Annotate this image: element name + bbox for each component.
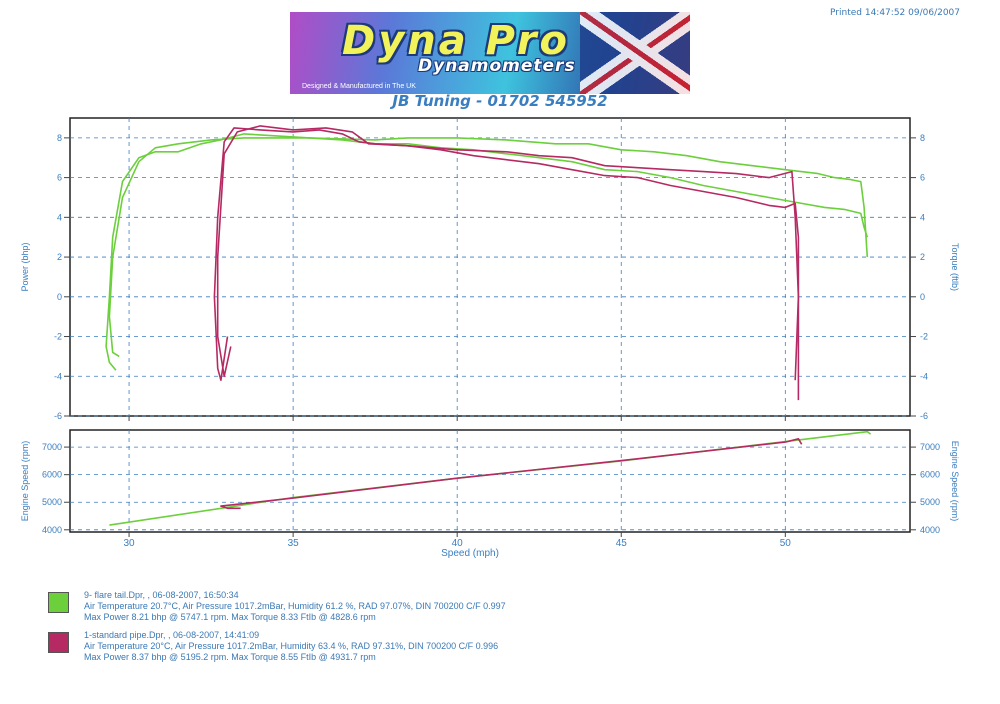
tuner-contact: JB Tuning - 01702 545952 (392, 92, 608, 110)
y-tick-label: 0 (57, 292, 62, 302)
legend-swatch-red (48, 632, 69, 653)
y2-tick-label: 4000 (920, 525, 940, 535)
union-flag-graphic (580, 12, 690, 94)
y-tick-label: 6000 (42, 470, 62, 480)
y2-axis-label: Torque (ftlb) (950, 243, 960, 291)
legend-conditions: Air Temperature 20.7°C, Air Pressure 101… (84, 601, 506, 611)
y2-tick-label: 8 (920, 133, 925, 143)
dynapro-logo: Dyna Pro Dynamometers Designed & Manufac… (290, 12, 690, 94)
x-tick-label: 50 (780, 538, 792, 549)
x-tick-label: 45 (616, 538, 628, 549)
y-tick-label: 6 (57, 173, 62, 183)
y2-tick-label: 5000 (920, 497, 940, 507)
y-axis-label: Engine Speed (rpm) (20, 441, 30, 522)
series-line-torque (108, 137, 869, 358)
y-tick-label: -2 (54, 332, 62, 342)
legend-max-values: Max Power 8.21 bhp @ 5747.1 rpm. Max Tor… (84, 612, 376, 622)
y2-tick-label: 2 (920, 252, 925, 262)
legend-conditions: Air Temperature 20°C, Air Pressure 1017.… (84, 641, 499, 651)
y-tick-label: 7000 (42, 442, 62, 452)
y-tick-label: -6 (54, 411, 62, 421)
y-tick-label: 8 (57, 133, 62, 143)
series-line-power (213, 127, 800, 382)
legend-run-header: 9- flare tail.Dpr, , 06-08-2007, 16:50:3… (84, 590, 239, 600)
y-tick-label: 4000 (42, 525, 62, 535)
y2-tick-label: 4 (920, 212, 925, 222)
y2-tick-label: -6 (920, 411, 928, 421)
legend-max-values: Max Power 8.37 bhp @ 5195.2 rpm. Max Tor… (84, 652, 376, 662)
printed-timestamp: Printed 14:47:52 09/06/2007 (830, 8, 960, 18)
legend-run-header: 1-standard pipe.Dpr, , 06-08-2007, 14:41… (84, 630, 260, 640)
logo-brand: Dyna Pro (342, 18, 570, 64)
logo-tagline: Designed & Manufactured in The UK (302, 83, 416, 90)
series-line-power (105, 133, 869, 371)
y2-axis-label: Engine Speed (rpm) (950, 441, 960, 522)
legend-swatch-green (48, 592, 69, 613)
x-tick-label: 40 (452, 538, 464, 549)
y-tick-label: 4 (57, 212, 62, 222)
y2-tick-label: 6 (920, 173, 925, 183)
y2-tick-label: 6000 (920, 470, 940, 480)
power-panel-frame (69, 117, 911, 417)
y2-tick-label: 0 (920, 292, 925, 302)
series-line-rpm (220, 437, 803, 510)
series-line-torque (216, 125, 800, 401)
x-tick-label: 35 (288, 538, 300, 549)
y2-tick-label: -2 (920, 332, 928, 342)
y-tick-label: -4 (54, 371, 62, 381)
y-tick-label: 5000 (42, 497, 62, 507)
y-axis-label: Power (bhp) (20, 242, 30, 291)
y2-tick-label: 7000 (920, 442, 940, 452)
x-axis-label: Speed (mph) (441, 548, 499, 559)
x-tick-label: 30 (124, 538, 136, 549)
y2-tick-label: -4 (920, 371, 928, 381)
y-tick-label: 2 (57, 252, 62, 262)
logo-subtitle: Dynamometers (418, 56, 576, 76)
rpm-panel-frame (69, 429, 911, 533)
